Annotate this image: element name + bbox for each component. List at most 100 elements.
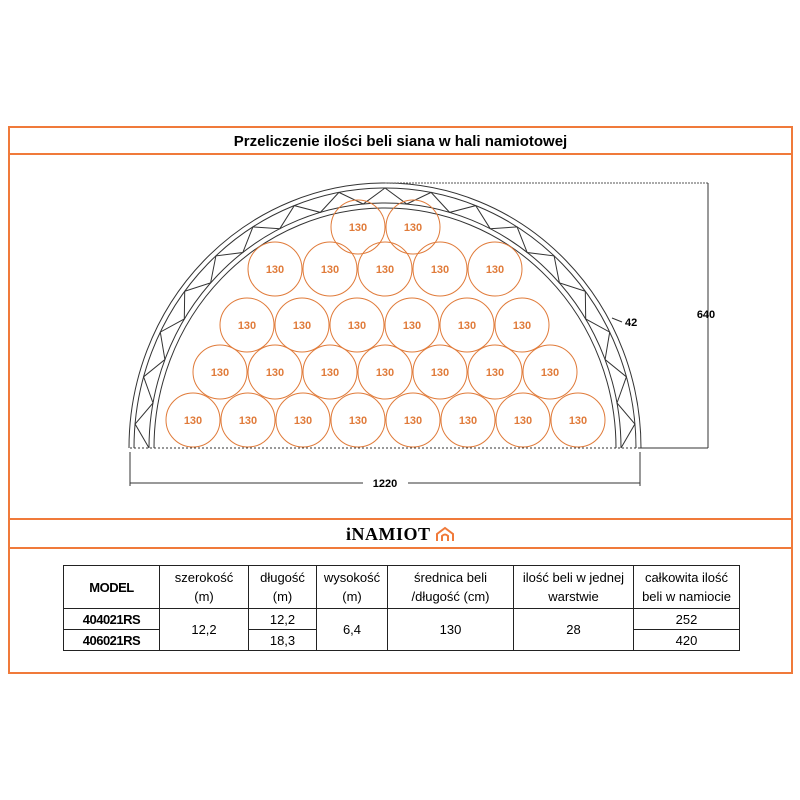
bale-circle	[439, 297, 495, 353]
height-cell: 6,4	[316, 608, 388, 651]
hay-bale: 130	[357, 241, 413, 297]
page-title: Przeliczenie ilości beli siana w hali na…	[10, 128, 791, 155]
header-height: wysokość (m)	[316, 565, 388, 609]
hay-bale: 130	[412, 344, 468, 400]
header-model: MODEL	[63, 565, 160, 609]
bale-circle	[165, 392, 221, 448]
bale-label: 130	[211, 367, 229, 379]
bale-circle	[220, 392, 276, 448]
width-label: 1220	[373, 478, 397, 490]
hay-bale: 130	[495, 392, 551, 448]
bale-circle	[219, 297, 275, 353]
length-cell: 12,2	[248, 608, 317, 630]
bale-circle	[302, 344, 358, 400]
sheet-frame: Przeliczenie ilości beli siana w hali na…	[8, 126, 793, 674]
hay-bale: 130	[522, 344, 578, 400]
bale-circle	[384, 297, 440, 353]
bale-circle	[522, 344, 578, 400]
hay-bales: 130 130 130 130 130 130 130 130 130 130 130 130 130 1…	[165, 199, 606, 448]
bale-label: 130	[569, 415, 587, 427]
total-cell: 252	[633, 608, 740, 630]
total-cell: 420	[633, 629, 740, 651]
bale-label: 130	[541, 367, 559, 379]
truss-chord	[153, 207, 617, 449]
bale-circle	[385, 392, 441, 448]
bale-label: 130	[404, 222, 422, 234]
bale-label: 130	[376, 367, 394, 379]
hay-bale: 130	[412, 241, 468, 297]
truss-depth-label: 42	[625, 317, 637, 329]
hay-bale: 130	[330, 392, 386, 448]
bale-circle	[412, 241, 468, 297]
hay-bale: 130	[247, 344, 303, 400]
bale-label: 130	[376, 264, 394, 276]
truss-chord	[148, 202, 622, 449]
hay-bale: 130	[247, 241, 303, 297]
hay-bale: 130	[165, 392, 221, 448]
model-cell: 406021RS	[63, 629, 160, 651]
hay-bale: 130	[219, 297, 275, 353]
bale-label: 130	[349, 415, 367, 427]
length-cell: 18,3	[248, 629, 317, 651]
bale-circle	[550, 392, 606, 448]
bale-label: 130	[239, 415, 257, 427]
hay-bale: 130	[439, 297, 495, 353]
hay-bale: 130	[302, 241, 358, 297]
hay-bale: 130	[330, 199, 386, 255]
bale-circle	[247, 241, 303, 297]
bale-label: 130	[486, 264, 504, 276]
bale-circle	[274, 297, 330, 353]
bale-label: 130	[321, 367, 339, 379]
bale-circle	[330, 392, 386, 448]
header-diameter: średnica beli/długość (cm)	[387, 565, 514, 609]
bale-circle	[357, 344, 413, 400]
bale-circle	[495, 392, 551, 448]
hay-bale: 130	[385, 392, 441, 448]
bale-label: 130	[184, 415, 202, 427]
bale-label: 130	[348, 320, 366, 332]
hay-bale: 130	[329, 297, 385, 353]
bale-label: 130	[486, 367, 504, 379]
bale-label: 130	[349, 222, 367, 234]
bale-circle	[440, 392, 496, 448]
width-cell: 12,2	[159, 608, 249, 651]
bale-label: 130	[238, 320, 256, 332]
hay-bale: 130	[467, 344, 523, 400]
bale-circle	[192, 344, 248, 400]
hay-bale: 130	[274, 297, 330, 353]
bale-circle	[467, 344, 523, 400]
table-row: 404021RS 12,2 12,2 6,4 130 28 252	[63, 608, 740, 651]
bale-label: 130	[513, 320, 531, 332]
bale-label: 130	[294, 415, 312, 427]
hay-bale: 130	[192, 344, 248, 400]
header-length: długość (m)	[248, 565, 317, 609]
bale-label: 130	[431, 367, 449, 379]
per-layer-cell: 28	[513, 608, 634, 651]
hay-bale: 130	[550, 392, 606, 448]
bale-circle	[275, 392, 331, 448]
bale-circle	[330, 199, 386, 255]
truss-web	[134, 187, 636, 449]
bale-label: 130	[431, 264, 449, 276]
bale-circle	[329, 297, 385, 353]
header-total: całkowita ilość beli w namiocie	[633, 565, 740, 609]
header-per-layer: ilość beli w jednej warstwie	[513, 565, 634, 609]
bale-circle	[385, 199, 441, 255]
tent-house-icon	[435, 526, 454, 541]
bale-label: 130	[266, 264, 284, 276]
logo-text: iNAMIOT	[346, 524, 431, 544]
logo-bar: iNAMIOT	[10, 518, 791, 549]
bale-label: 130	[321, 264, 339, 276]
hay-bale: 130	[220, 392, 276, 448]
bale-label: 130	[459, 415, 477, 427]
bale-label: 130	[403, 320, 421, 332]
table-header-row: MODEL szerokość (m) długość (m) wysokość (m…	[63, 565, 740, 609]
diameter-cell: 130	[387, 608, 514, 651]
bale-label: 130	[458, 320, 476, 332]
models-table: MODEL szerokość (m) długość (m) wysokość (m…	[63, 565, 740, 651]
bale-circle	[357, 241, 413, 297]
bale-label: 130	[266, 367, 284, 379]
bale-label: 130	[514, 415, 532, 427]
hay-bale: 130	[494, 297, 550, 353]
